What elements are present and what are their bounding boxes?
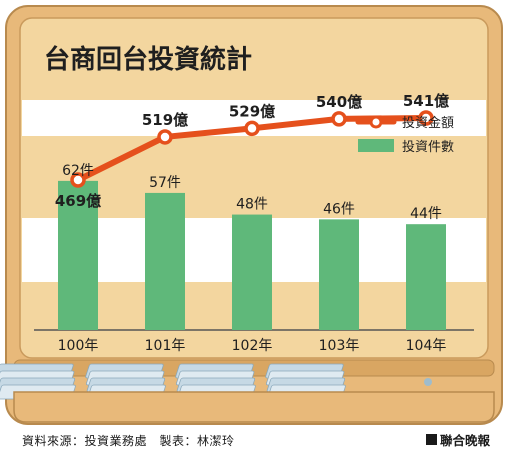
x-tick-label-2: 101年 — [145, 338, 186, 354]
bar-value-label-4: 46件 — [323, 201, 355, 217]
amount-value-label-1: 469億 — [55, 192, 101, 210]
tray-front-lip — [13, 391, 495, 423]
amount-value-label-4: 540億 — [316, 93, 362, 111]
amount-marker-2 — [157, 129, 173, 145]
bar-value-label-2: 57件 — [149, 175, 181, 191]
amount-value-label-5: 541億 — [403, 92, 449, 110]
publisher-name: 聯合晚報 — [439, 433, 490, 448]
legend-label-count: 投資件數 — [402, 139, 454, 155]
legend-line-marker — [369, 115, 383, 129]
x-tick-label-3: 102年 — [232, 338, 273, 354]
amount-marker-3 — [244, 120, 260, 137]
publisher-logo-square — [425, 434, 437, 445]
chart-title: 台商回台投資統計 — [44, 44, 252, 75]
bar-4 — [319, 219, 359, 330]
legend: 投資金額 投資件數 — [355, 115, 454, 155]
bar-value-label-3: 48件 — [236, 197, 268, 213]
bar-1 — [58, 180, 98, 330]
amount-marker-5 — [418, 110, 434, 126]
x-tick-label-4: 103年 — [319, 338, 360, 354]
bar-value-label-5: 44件 — [410, 206, 442, 222]
bar-value-label-1: 62件 — [62, 163, 94, 179]
banknote-seal — [424, 378, 432, 386]
amount-marker-4 — [331, 111, 347, 127]
bar-3 — [232, 214, 272, 330]
bars-layer — [58, 180, 446, 330]
publisher-credit: 聯合晚報 — [425, 430, 490, 449]
source-note: 資料來源：投資業務處 製表：林潔玲 — [22, 434, 235, 448]
bar-2 — [145, 192, 185, 330]
money-tray — [0, 359, 495, 423]
line-layer — [70, 110, 434, 188]
legend-label-amount: 投資金額 — [402, 115, 454, 131]
x-tick-label-1: 100年 — [58, 338, 99, 354]
x-tick-label-5: 104年 — [406, 338, 447, 354]
labels-layer: 62件 100年 57件 101年 48件 102年 46件 103年 44件 104年 469億 5… — [55, 92, 449, 354]
bar-5 — [406, 224, 446, 330]
legend-bar-swatch — [358, 139, 394, 152]
amount-value-label-2: 519億 — [142, 111, 188, 129]
amount-value-label-3: 529億 — [229, 102, 275, 120]
amount-marker-1 — [70, 172, 86, 188]
